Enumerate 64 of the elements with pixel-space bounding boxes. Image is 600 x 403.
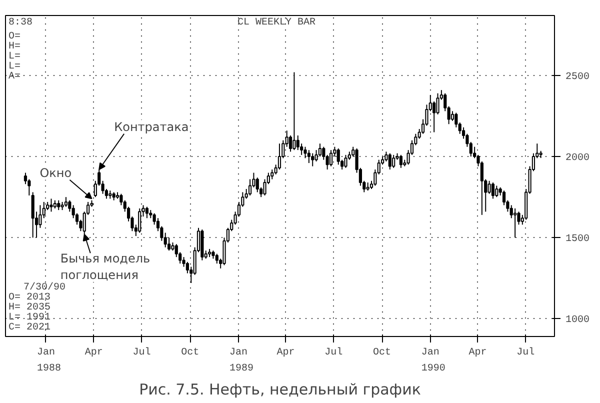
annotation: O= 2013 <box>8 292 51 304</box>
candlestick <box>311 152 314 167</box>
candlestick <box>270 169 274 180</box>
candlestick <box>488 180 491 194</box>
annotation: L= <box>8 52 21 62</box>
candlestick <box>296 134 300 151</box>
candlestick <box>399 154 402 168</box>
candlestick <box>138 208 142 234</box>
candlestick <box>50 198 53 212</box>
annotation: CL WEEKLY BAR <box>238 18 316 28</box>
annotation: 7/30/90 <box>24 282 66 294</box>
candlestick <box>514 208 517 238</box>
annotation: Бычья модель поглощения <box>60 251 150 282</box>
annotation: Окно <box>40 166 72 180</box>
candlestick <box>344 154 348 168</box>
text: 1988 <box>36 364 62 374</box>
x-tick-label: Jul <box>324 346 343 358</box>
candlestick <box>31 192 34 238</box>
annotation: H= <box>8 42 21 52</box>
x-tick-label: Jan <box>36 348 56 358</box>
annotation: L= <box>8 62 21 72</box>
candlestick <box>495 185 498 198</box>
text: 1989 <box>229 364 254 374</box>
x-tick-label: Jan <box>229 348 248 358</box>
x-tick-label: Apr <box>276 348 295 358</box>
y-tick-label: 1000 <box>566 315 590 326</box>
y-tick-label: 2000 <box>566 153 590 164</box>
annotation: A= <box>8 72 21 82</box>
candlestick <box>388 152 392 170</box>
annotation: H= 2035 <box>8 302 51 314</box>
text: Рис. 7.5. Нефть, недельный график <box>139 380 421 398</box>
candlestick <box>304 146 307 159</box>
x-tick-label: Oct <box>373 348 392 358</box>
y-tick-label: 1500 <box>566 234 590 246</box>
annotation: 8:38 <box>8 18 33 28</box>
annotation: O= <box>8 32 21 42</box>
x-tick-label: Jul <box>516 346 535 358</box>
candlestick <box>491 182 495 200</box>
annotation: Контратака <box>114 120 189 134</box>
x-tick-label: Jan <box>421 348 440 358</box>
x-tick-label: Jul <box>132 346 151 358</box>
candlestick <box>256 177 259 193</box>
candlestick <box>278 143 282 170</box>
text: 1990 <box>421 364 446 374</box>
candlestick <box>454 112 458 128</box>
candlestick <box>318 143 322 158</box>
x-tick-label: Oct <box>181 348 200 358</box>
candlestick <box>64 196 68 208</box>
candlestick <box>329 150 333 167</box>
candlestick <box>57 200 60 211</box>
annotation: L= 1991 <box>8 312 51 324</box>
candlestick <box>307 150 310 164</box>
candlestick <box>215 253 218 264</box>
candlestick <box>292 72 296 151</box>
x-tick-label: Apr <box>84 348 103 358</box>
candlestick <box>120 193 123 206</box>
y-tick-label: 2500 <box>566 72 590 83</box>
annotation: C= 2021 <box>8 322 51 334</box>
x-tick-label: Apr <box>468 348 487 358</box>
candlestick <box>450 110 454 122</box>
candlestick <box>68 200 72 212</box>
candlestick <box>392 154 396 168</box>
candlestick <box>145 206 149 219</box>
candlestick <box>336 148 340 166</box>
